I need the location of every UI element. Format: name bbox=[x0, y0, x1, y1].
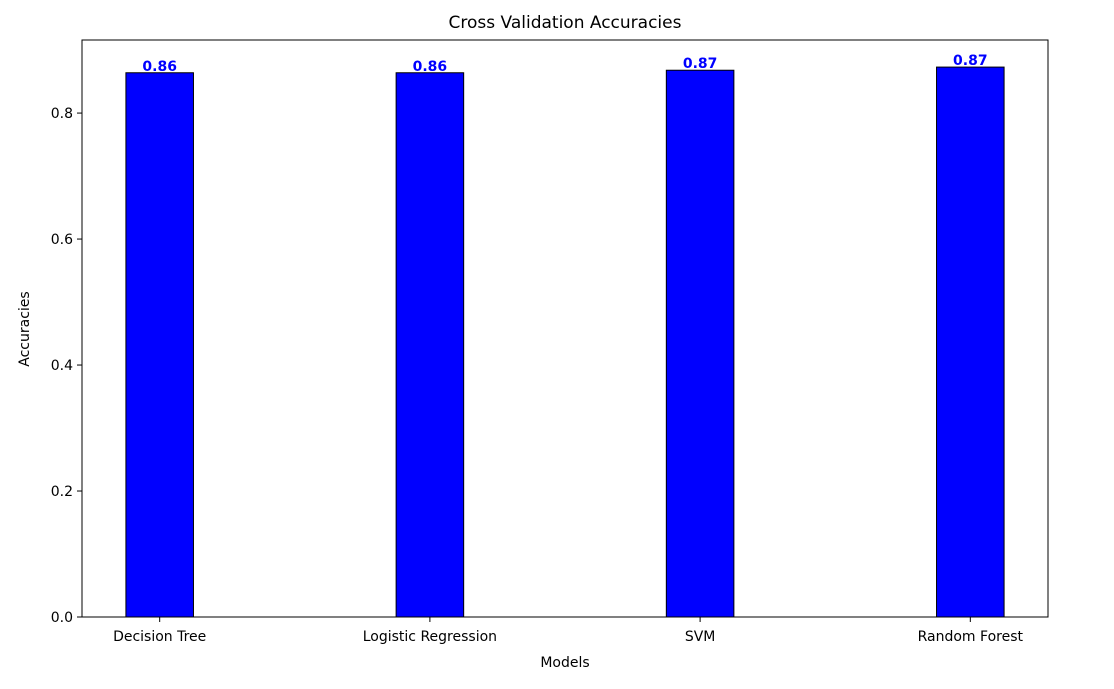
bar-svm bbox=[665, 69, 735, 618]
data-label: 0.87 bbox=[683, 56, 718, 72]
x-tick-label: Logistic Regression bbox=[363, 629, 497, 645]
bar-decision-tree bbox=[125, 72, 194, 618]
x-tick-label: Decision Tree bbox=[113, 629, 206, 645]
y-tick-label: 0.4 bbox=[51, 358, 73, 374]
x-tick-label: Random Forest bbox=[918, 629, 1024, 645]
x-axis-label: Models bbox=[540, 655, 589, 671]
data-label: 0.86 bbox=[142, 59, 177, 75]
y-tick-label: 0.8 bbox=[51, 106, 73, 122]
y-tick-label: 0.0 bbox=[51, 610, 73, 626]
bar-logistic-regression bbox=[395, 72, 465, 618]
x-tick-label: SVM bbox=[685, 629, 716, 645]
y-axis-label: Accuracies bbox=[17, 291, 33, 366]
y-tick-label: 0.2 bbox=[51, 484, 73, 500]
data-label: 0.87 bbox=[953, 53, 988, 69]
data-label: 0.86 bbox=[413, 59, 448, 75]
bar-random-forest bbox=[936, 66, 1005, 618]
chart-title: Cross Validation Accuracies bbox=[449, 13, 682, 33]
y-tick-label: 0.6 bbox=[51, 232, 73, 248]
plot-frame bbox=[81, 39, 1049, 618]
